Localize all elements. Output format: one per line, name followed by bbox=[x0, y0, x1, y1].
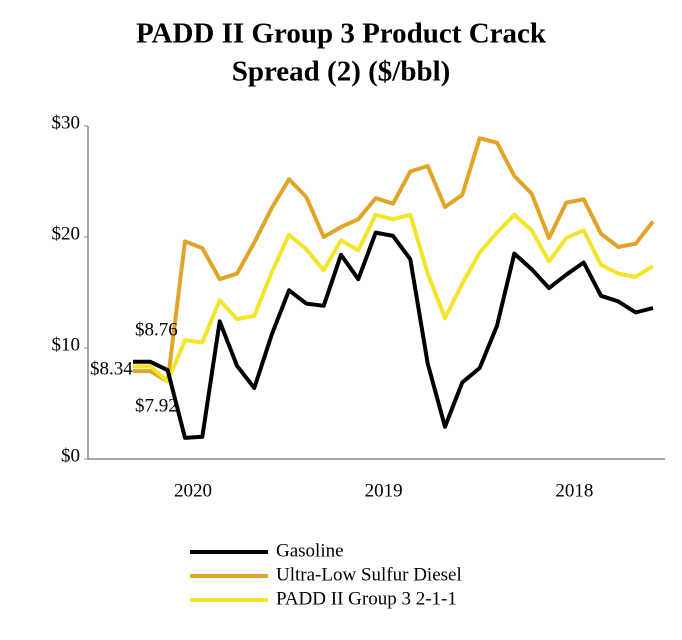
annotation: $7.92 bbox=[135, 395, 178, 416]
legend-label: Ultra-Low Sulfur Diesel bbox=[276, 564, 462, 585]
line-series bbox=[133, 230, 654, 440]
x-tick-label: 2018 bbox=[555, 480, 593, 501]
line-series bbox=[133, 136, 655, 384]
y-tick-label: $30 bbox=[52, 112, 81, 133]
x-tick-label: 2019 bbox=[365, 480, 403, 501]
line-series bbox=[133, 212, 655, 384]
x-tick-label: 2020 bbox=[174, 480, 212, 501]
chart-title: PADD II Group 3 Product Crack bbox=[136, 18, 547, 50]
annotation: $8.76 bbox=[135, 319, 178, 340]
legend-label: Gasoline bbox=[276, 540, 344, 561]
y-tick-label: $10 bbox=[52, 334, 81, 355]
y-tick-label: $0 bbox=[61, 445, 80, 466]
chart-title: Spread (2) ($/bbl) bbox=[232, 56, 451, 88]
y-tick-label: $20 bbox=[52, 223, 81, 244]
legend-label: PADD II Group 3 2-1-1 bbox=[276, 588, 457, 609]
annotation: $8.34 bbox=[90, 358, 133, 379]
